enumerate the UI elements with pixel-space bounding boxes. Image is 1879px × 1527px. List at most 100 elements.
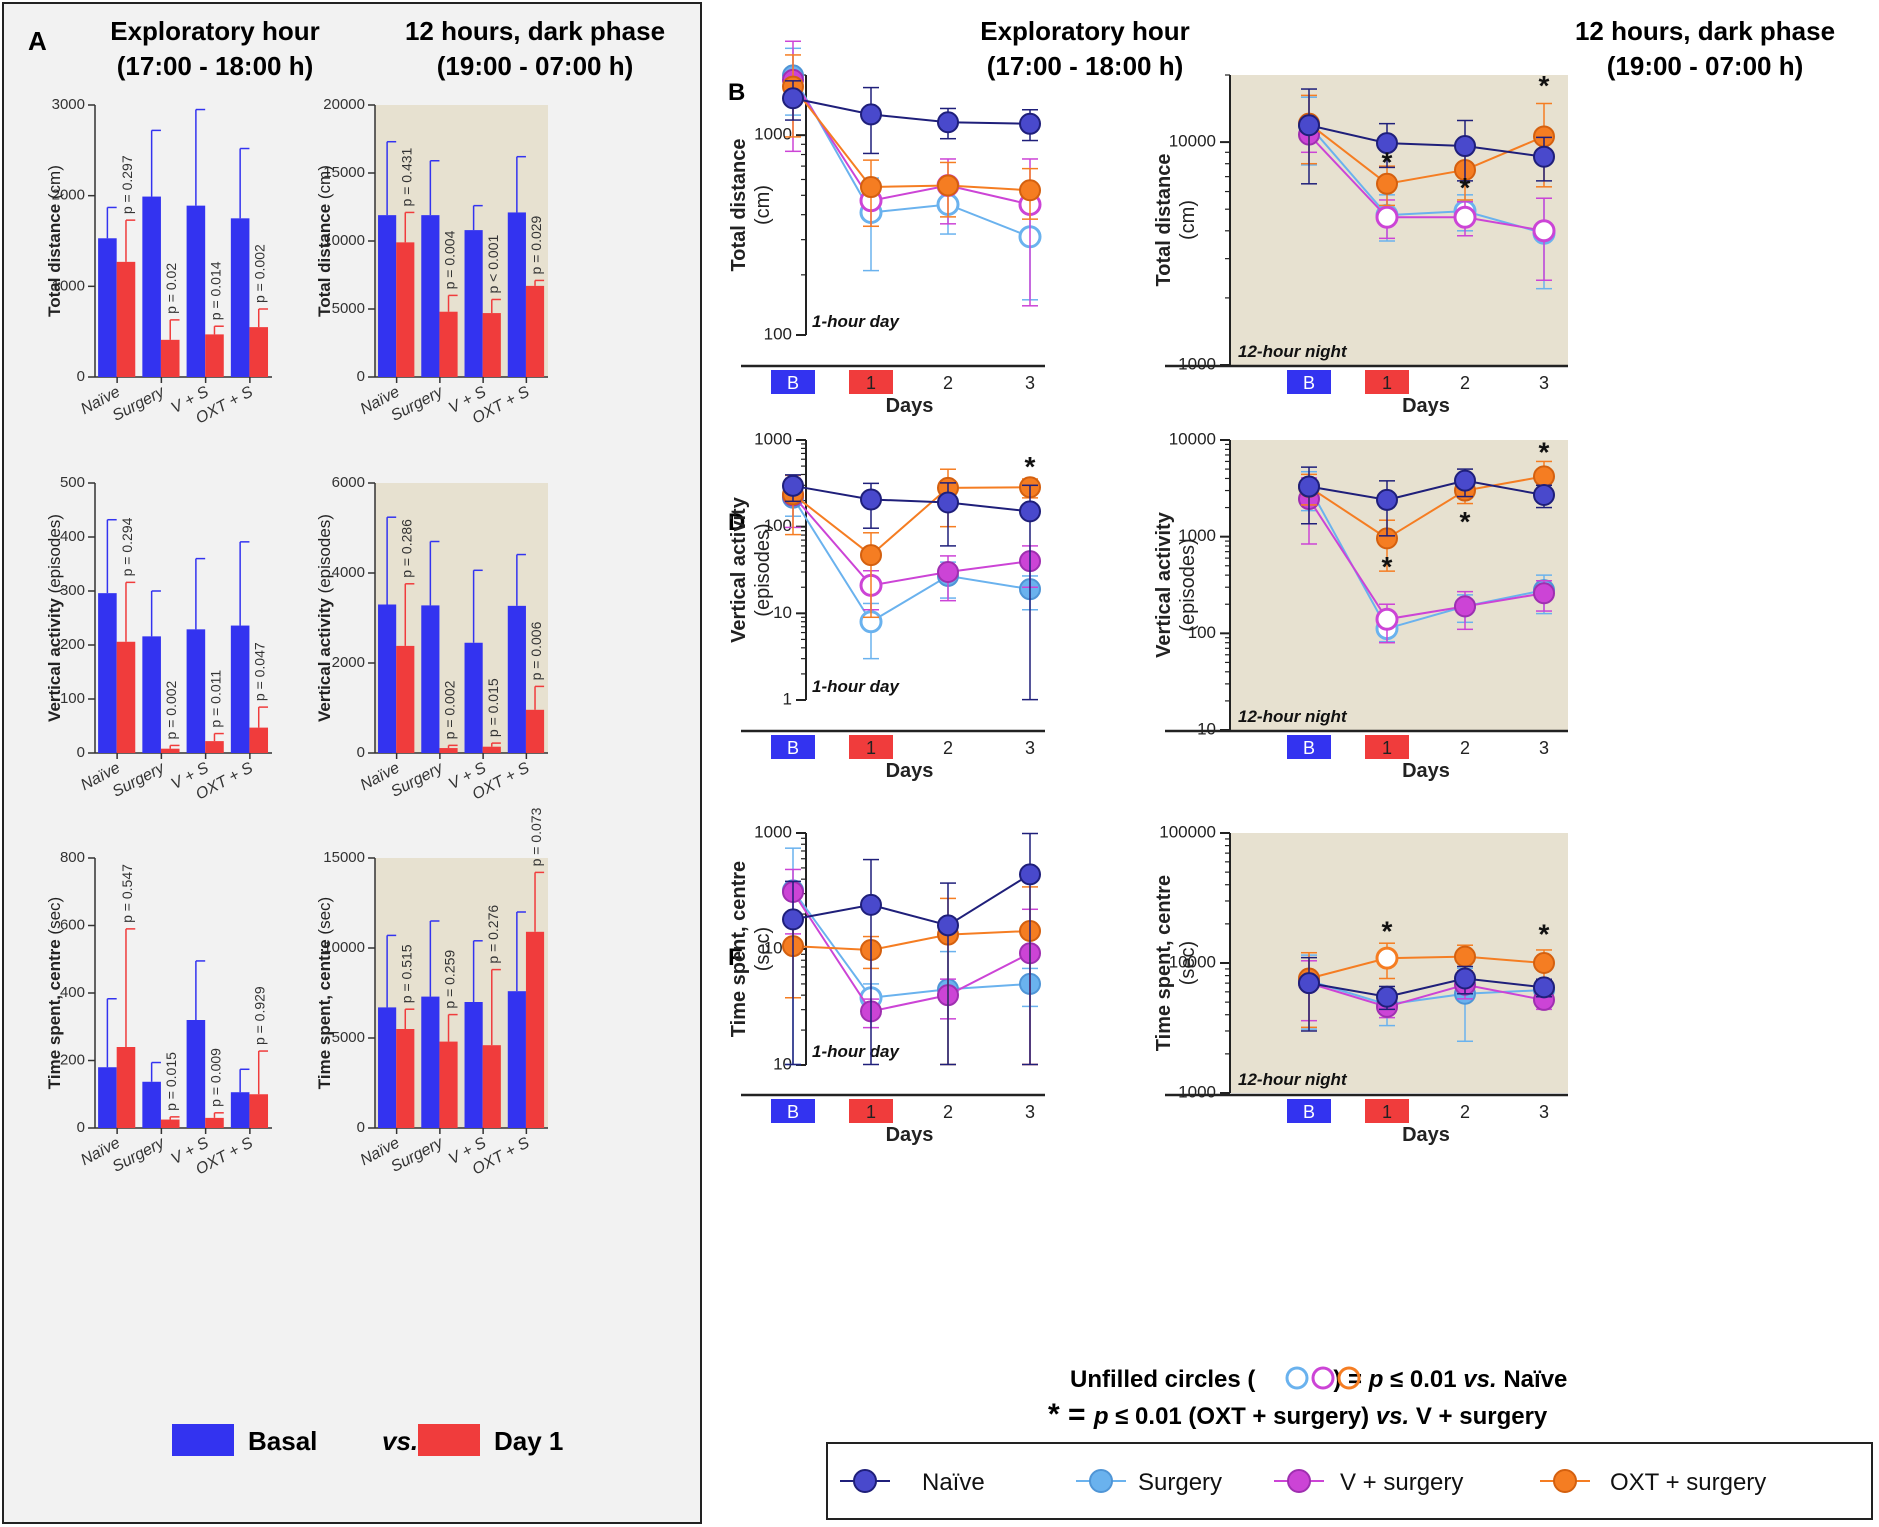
baseline-day-box [1287,370,1331,394]
series-line [792,85,1031,192]
bar-basal-v-s [186,1020,206,1128]
header-a-dark-line1: 12 hours, dark phase [405,16,665,46]
data-point [1298,114,1320,137]
y-tick-label: 10 [773,603,792,622]
y-tick-label: 100000 [1159,822,1216,841]
x-tick-label: 2 [1460,373,1470,393]
panel-letter-a: A [28,26,47,56]
data-point [1019,863,1041,886]
p-value-label: p = 0.006 [528,621,544,680]
y-axis-label: Time spent, centre (sec) [45,897,64,1089]
corner-label: 1-hour day [812,677,900,696]
unfilled-circle-surgery [1285,1366,1309,1390]
data-point [860,488,882,511]
chart-a-total-distance-dark: 0 5000 10000 15000 20000 Total distance (cm) p… [315,96,548,428]
significance-legend: Unfilled circles () = p ≤ 0.01 vs. Naïve… [1048,1366,1567,1431]
y-tick-label: 10 [773,1054,792,1073]
data-point [1533,465,1555,488]
header-a-exploratory-line1: Exploratory hour [110,16,319,46]
series-line [1308,133,1545,232]
corner-label: 12-hour night [1238,707,1348,726]
x-tick-label: B [787,373,799,393]
p-value-label: p = 0.276 [485,905,501,964]
series-line [792,889,1031,999]
legend-label-na-ve: Naïve [922,1469,985,1496]
data-point [1453,205,1477,229]
series-v-surgery [782,868,1041,1066]
y-axis-label: Vertical activity (episodes) [315,514,334,722]
header-dark-line1: 12 hours, dark phase [1575,16,1835,46]
chart-e-vertical-activity-line: 10 100 1000 10000 Vertical activity (episodes… [1153,429,1568,782]
y-axis-label: Time spent, centre [1153,875,1175,1051]
bar-basal-v-s [186,629,206,753]
bar-basal-surgery [142,196,161,377]
series-na-ve [1298,88,1555,185]
y-axis-label: Total distance (cm) [315,165,334,317]
y-tick-label: 5000 [332,1029,365,1046]
chart-a-time-centre-dark: 0 5000 10000 15000 Time spent, centre (sec) p… [315,807,548,1179]
significance-line2: * = p ≤ 0.01 (OXT + surgery) vs. V + sur… [1048,1398,1548,1431]
day1-box [849,1099,893,1123]
y-tick-label: 10000 [1169,132,1216,151]
bar-day1-na-ve [116,261,136,377]
series-na-ve [782,80,1041,155]
x-axis-label: Days [1402,395,1450,417]
baseline-day-box [1287,1099,1331,1123]
y-tick-label: 800 [60,849,85,866]
bar-basal-surgery [142,636,161,753]
bar-day1-surgery [160,1119,180,1128]
bar-day1-oxt-s [525,931,545,1128]
bar-day1-surgery [160,748,180,753]
panel-letter-b: B [728,79,745,106]
bar-basal-v-s [464,1002,483,1128]
series-line [792,97,1031,125]
series-na-ve [1298,466,1555,537]
series-legend: Naïve Surgery V + surgery OXT + surgery [826,1442,1873,1520]
x-tick-label: 3 [1025,373,1035,393]
p-value-label: p = 0.014 [207,261,223,320]
bar-day1-oxt-s [525,285,545,377]
data-point [1019,500,1041,523]
y-tick-label: 1000 [754,822,792,841]
y-tick-label: 0 [77,1119,85,1136]
series-line [1308,479,1545,501]
y-tick-label: 0 [357,1119,365,1136]
baseline-day-box [771,735,815,759]
significance-star: * [1382,146,1393,177]
series-surgery [782,484,1041,660]
y-tick-label: 0 [357,368,365,385]
bar-day1-na-ve [396,242,415,377]
header-exploratory-line2: (17:00 - 18:00 h) [987,51,1184,81]
legend-label-vs: vs. [382,1426,418,1456]
y-tick-label: 500 [60,474,85,491]
p-value-label: p = 0.02 [163,263,179,314]
data-point [1376,172,1398,195]
y-tick-label: 200 [60,636,85,653]
x-tick-label: 1 [1382,373,1392,393]
y-tick-label: 200 [60,1051,85,1068]
x-tick-label: B [787,738,799,758]
data-point [1375,607,1399,631]
p-value-label: p = 0.002 [442,680,458,739]
y-tick-label: 0 [357,744,365,761]
significance-star: * [1460,172,1471,203]
x-tick-label: B [1303,738,1315,758]
significance-star: * [1539,437,1550,468]
y-axis-label: Time spent, centre [728,861,750,1037]
y-axis-label-unit: (sec) [315,897,334,940]
data-point [860,544,882,567]
data-point [937,111,959,134]
bar-basal-oxt-s [507,605,526,753]
unfilled-circle-v-surgery [1311,1366,1335,1390]
bar-basal-oxt-s [507,212,526,377]
bar-basal-oxt-s [507,991,526,1128]
corner-label: 12-hour night [1238,1070,1348,1089]
data-point [1375,946,1399,970]
p-value-label: p < 0.001 [485,234,501,293]
data-point [1375,205,1399,229]
legend-label-day1: Day 1 [494,1426,563,1456]
y-tick-label: 0 [77,368,85,385]
p-value-label: p = 0.015 [163,1052,179,1111]
p-value-label: p = 0.004 [442,230,458,289]
